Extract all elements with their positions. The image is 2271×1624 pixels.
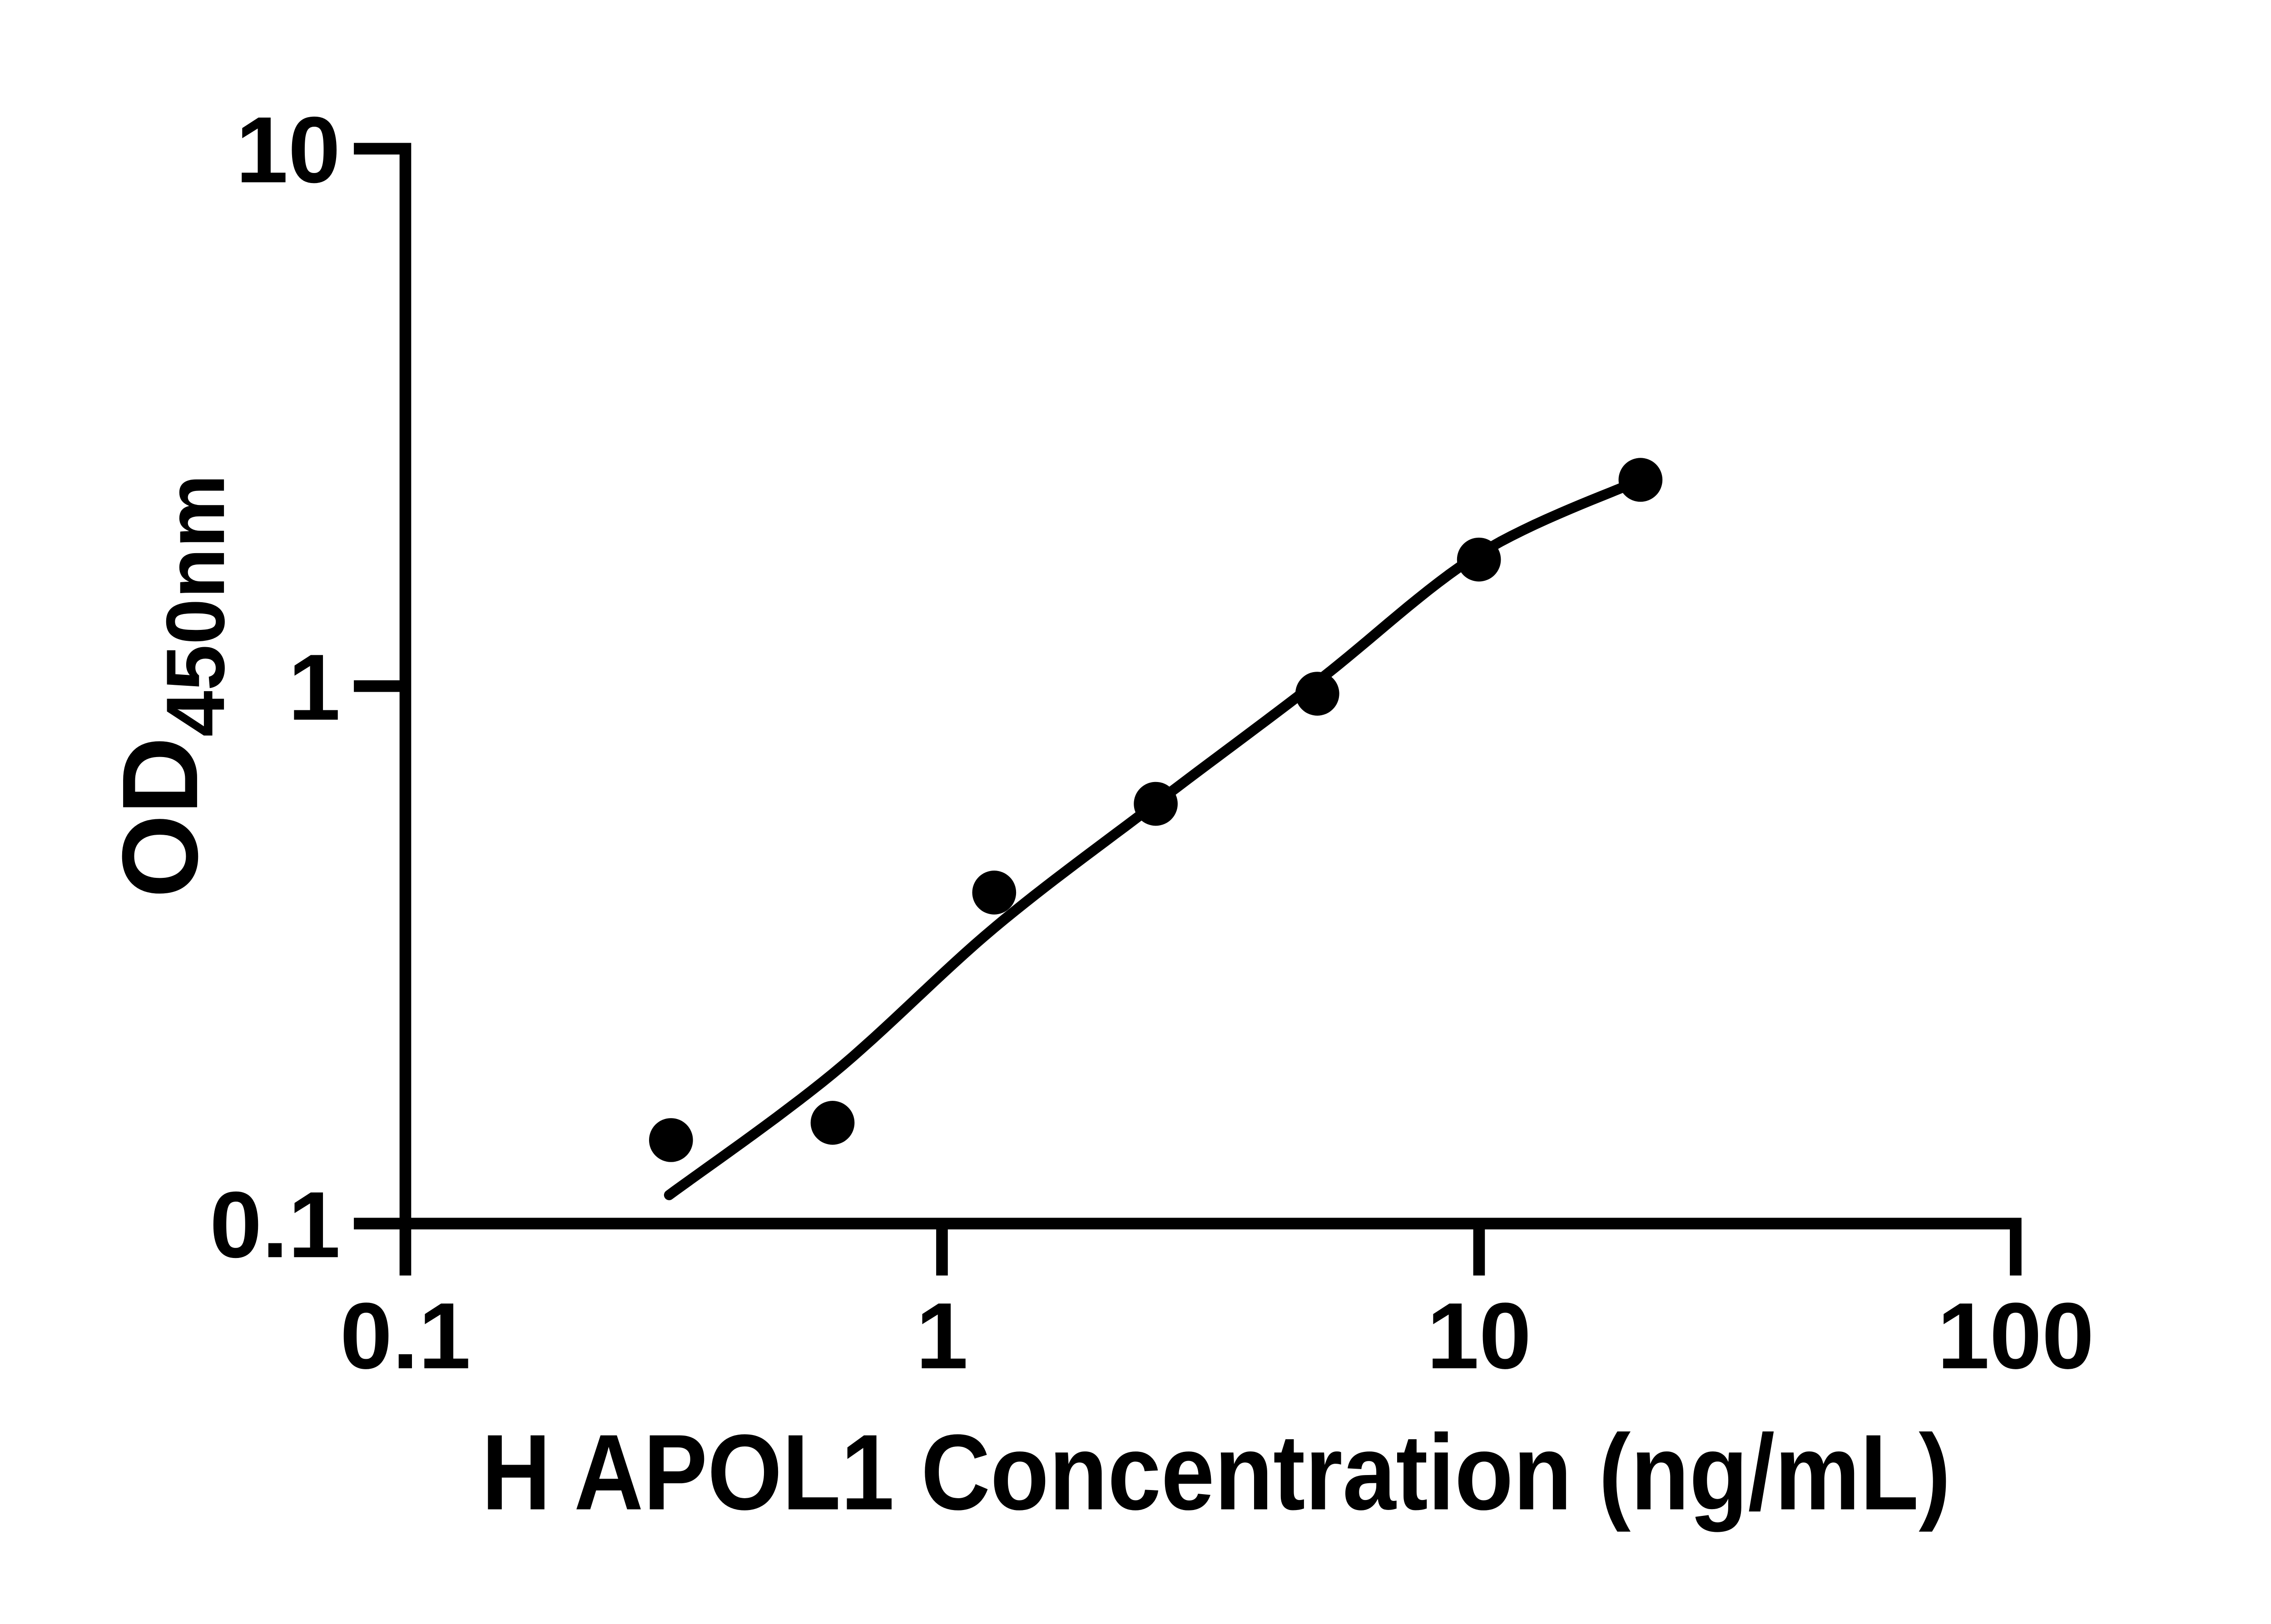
y-axis-title-base: OD <box>100 737 220 898</box>
x-tick-label-100: 100 <box>1937 1283 2094 1388</box>
x-axis-line <box>399 1218 2022 1276</box>
y-axis-line <box>354 143 412 1230</box>
y-tick-label-1: 1 <box>288 635 340 740</box>
y-axis-title: OD450nm <box>100 474 242 898</box>
data-point-6 <box>1457 537 1501 582</box>
x-tick-label-1: 1 <box>916 1283 968 1388</box>
x-tick-label-0.1: 0.1 <box>340 1283 471 1388</box>
y-tick-label-0.1: 0.1 <box>210 1172 341 1277</box>
fit-curve-line <box>664 475 1646 1200</box>
y-tick-label-10: 10 <box>236 97 340 202</box>
data-point-3 <box>972 871 1016 915</box>
data-point-5 <box>1295 672 1339 716</box>
plot-layer <box>649 458 1663 1200</box>
data-point-2 <box>810 1101 855 1145</box>
data-point-7 <box>1618 458 1663 502</box>
data-point-1 <box>649 1118 693 1162</box>
y-axis-title-subscript: 450nm <box>149 474 242 737</box>
x-tick-label-10: 10 <box>1427 1283 1531 1388</box>
data-point-4 <box>1134 782 1178 826</box>
x-axis-title: H APOL1 Concentration (ng/mL) <box>481 1412 1951 1532</box>
